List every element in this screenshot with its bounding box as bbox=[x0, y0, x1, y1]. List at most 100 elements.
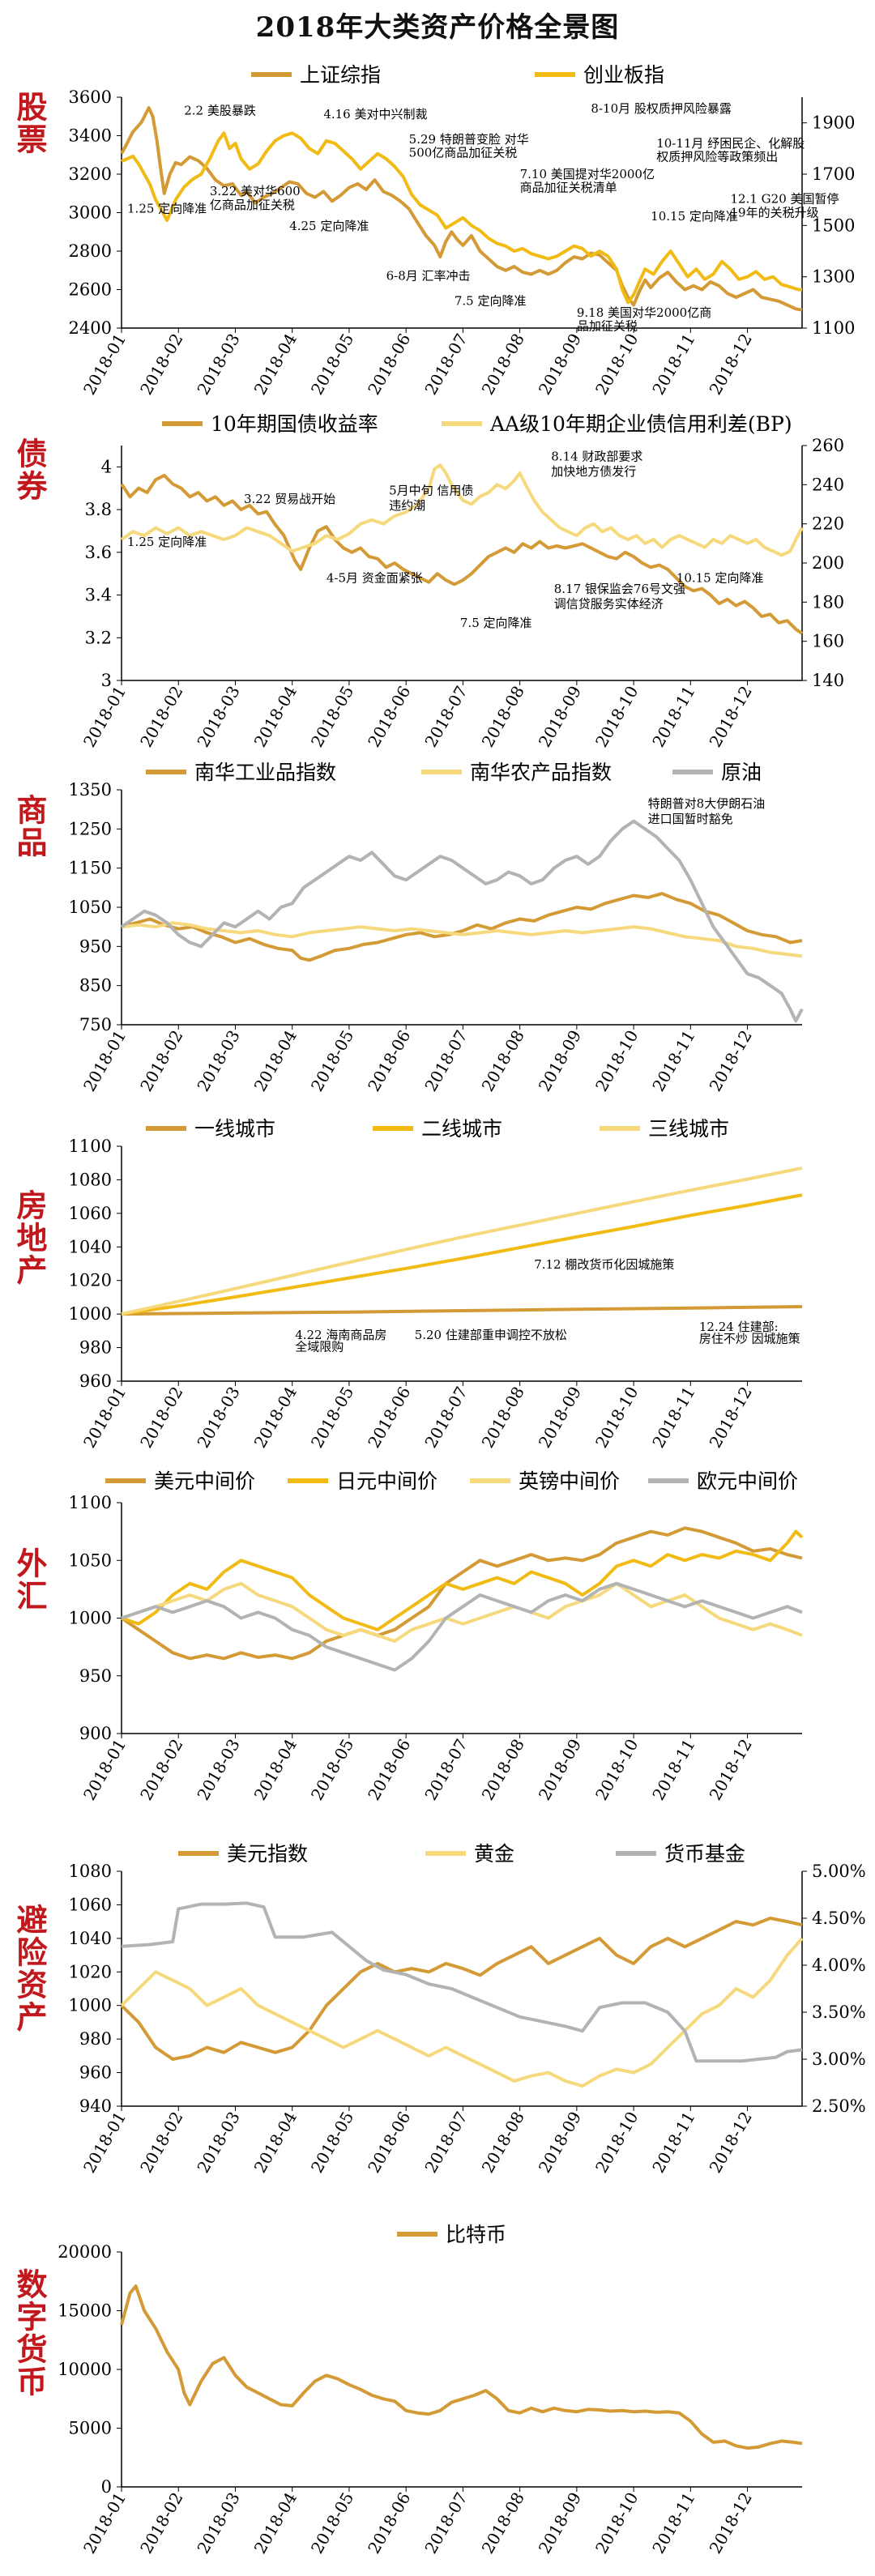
legend-label-1: 黄金 bbox=[474, 1842, 514, 1866]
x-tick-label: 2018-02 bbox=[136, 1384, 186, 1452]
x-tick-label: 2018-02 bbox=[136, 331, 186, 399]
x-tick-label: 2018-03 bbox=[193, 2109, 243, 2177]
series-line-比特币 bbox=[120, 2284, 803, 2450]
annotation: 9.18 美国对华2000亿商 bbox=[577, 305, 711, 320]
annotation: 商品加征关税清单 bbox=[520, 180, 617, 194]
annotation: 加快地方债发行 bbox=[551, 464, 636, 479]
x-tick-label: 2018-07 bbox=[420, 1736, 471, 1804]
x-tick-label: 2018-06 bbox=[364, 1027, 414, 1095]
chart-safehaven: 美元指数 黄金 货币基金 940 960 980 1000 1020 1040 1060 1080 2… bbox=[69, 1842, 866, 2177]
legend-label-1: 日元中间价 bbox=[336, 1469, 438, 1493]
y2-tick-label: 1900 bbox=[812, 113, 855, 133]
legend-label-2: 货币基金 bbox=[664, 1842, 745, 1866]
y-tick-label: 1050 bbox=[69, 1550, 112, 1570]
y-tick-label: 1000 bbox=[69, 1609, 112, 1628]
y-tick-label: 960 bbox=[79, 1371, 112, 1391]
page-title: 2018年大类资产价格全景图 bbox=[255, 11, 620, 44]
annotation: 5.20 住建部重申调控不放松 bbox=[415, 1328, 567, 1342]
y-tick-label: 20000 bbox=[58, 2242, 112, 2262]
y-tick-label: 0 bbox=[101, 2477, 112, 2497]
x-tick-label: 2018-12 bbox=[706, 1384, 756, 1452]
y2-tick-label: 3.50% bbox=[812, 2002, 866, 2022]
y-tick-label: 3.8 bbox=[85, 500, 112, 519]
y-tick-label: 1040 bbox=[69, 1929, 112, 1948]
y2-tick-label: 4.00% bbox=[812, 1955, 866, 1975]
series-line-一线城市 bbox=[121, 1305, 803, 1316]
x-tick-label: 2018-05 bbox=[307, 331, 357, 399]
legend-label-0: 一线城市 bbox=[194, 1117, 275, 1141]
annotation: 4.16 美对中兴制裁 bbox=[323, 107, 427, 122]
y-tick-label: 3 bbox=[101, 671, 112, 690]
x-tick-label: 2018-09 bbox=[535, 1736, 585, 1804]
x-tick-label: 2018-10 bbox=[591, 331, 642, 399]
x-tick-label: 2018-07 bbox=[420, 683, 471, 751]
annotation: 10-11月 纾困民企、化解股 bbox=[656, 136, 805, 151]
y-tick-label: 1060 bbox=[69, 1895, 112, 1914]
y-tick-label: 1040 bbox=[69, 1237, 112, 1256]
y-tick-label: 1050 bbox=[69, 898, 112, 917]
annotation: 亿商品加征关税 bbox=[210, 198, 295, 212]
x-tick-label: 2018-06 bbox=[364, 330, 414, 398]
annotation: 6-8月 汇率冲击 bbox=[386, 269, 471, 284]
y-tick-label: 1020 bbox=[69, 1271, 112, 1290]
x-tick-label: 2018-12 bbox=[706, 2489, 756, 2557]
x-tick-label: 2018-01 bbox=[79, 331, 130, 399]
annotation: 4.25 定向降准 bbox=[289, 219, 369, 233]
y-tick-label: 15000 bbox=[58, 2301, 112, 2321]
legend-label-0: 美元中间价 bbox=[154, 1469, 255, 1493]
x-tick-label: 2018-10 bbox=[591, 1027, 642, 1095]
x-tick-label: 2018-05 bbox=[307, 1384, 357, 1452]
y2-tick-label: 240 bbox=[812, 475, 844, 494]
annotation: 1.25 定向降准 bbox=[127, 202, 207, 216]
x-tick-label: 2018-02 bbox=[136, 2489, 186, 2557]
x-tick-label: 2018-07 bbox=[420, 331, 471, 399]
x-tick-label: 2018-10 bbox=[591, 683, 642, 751]
annotation: 8.14 财政部要求 bbox=[551, 449, 642, 463]
x-tick-label: 2018-09 bbox=[535, 683, 585, 751]
x-tick-label: 2018-08 bbox=[478, 683, 528, 751]
y-tick-label: 3.4 bbox=[85, 586, 112, 605]
y-tick-label: 1350 bbox=[69, 780, 112, 800]
y-tick-label: 3000 bbox=[69, 203, 112, 223]
legend-label-1: 二线城市 bbox=[421, 1117, 502, 1141]
x-tick-label: 2018-11 bbox=[648, 1027, 698, 1095]
x-tick-label: 2018-12 bbox=[706, 2109, 756, 2177]
y2-tick-label: 1700 bbox=[812, 164, 855, 184]
series-line-二线城市 bbox=[121, 1193, 803, 1316]
y-tick-label: 1150 bbox=[69, 859, 112, 878]
x-tick-label: 2018-05 bbox=[307, 2489, 357, 2557]
x-tick-label: 2018-07 bbox=[420, 2489, 471, 2557]
x-tick-label: 2018-02 bbox=[136, 2109, 186, 2177]
x-tick-label: 2018-05 bbox=[307, 2109, 357, 2177]
x-tick-label: 2018-02 bbox=[136, 683, 186, 751]
y-tick-label: 4 bbox=[101, 457, 112, 476]
y-tick-label: 960 bbox=[79, 2063, 112, 2083]
y2-tick-label: 220 bbox=[812, 514, 844, 534]
y-tick-label: 3.6 bbox=[85, 543, 112, 562]
x-tick-label: 2018-04 bbox=[250, 1384, 301, 1452]
series-line-日元中间价 bbox=[121, 1529, 804, 1631]
side-label-safehaven: 避险资产 bbox=[11, 1904, 48, 2033]
x-tick-label: 2018-06 bbox=[364, 683, 414, 751]
x-tick-label: 2018-03 bbox=[193, 331, 243, 399]
x-tick-label: 2018-11 bbox=[648, 1384, 698, 1452]
x-tick-label: 2018-03 bbox=[193, 683, 243, 751]
annotation: 违约潮 bbox=[389, 498, 425, 513]
annotation: 19年的关税升级 bbox=[731, 205, 819, 220]
y-tick-label: 1020 bbox=[69, 1962, 112, 1981]
annotation: 7.5 定向降准 bbox=[455, 294, 527, 309]
series-line-南华工业品指数 bbox=[121, 892, 803, 962]
annotation: 特朗普对8大伊朗石油 bbox=[648, 796, 766, 811]
x-tick-label: 2018-01 bbox=[79, 683, 130, 751]
y-tick-label: 1080 bbox=[69, 1170, 112, 1189]
chart-stocks: 上证综指 创业板指 2400 2600 2800 3000 3200 3400 3600 1100… bbox=[69, 63, 856, 399]
y2-tick-label: 5.00% bbox=[812, 1862, 866, 1881]
legend-label-0: 美元指数 bbox=[227, 1842, 308, 1866]
x-tick-label: 2018-10 bbox=[591, 2489, 642, 2557]
y-tick-label: 900 bbox=[79, 1724, 112, 1743]
x-tick-label: 2018-11 bbox=[648, 1736, 698, 1804]
annotation: 全域限购 bbox=[295, 1340, 344, 1354]
y-tick-label: 2800 bbox=[69, 241, 112, 261]
x-tick-label: 2018-05 bbox=[307, 1027, 357, 1095]
annotation: 1.25 定向降准 bbox=[127, 535, 207, 549]
